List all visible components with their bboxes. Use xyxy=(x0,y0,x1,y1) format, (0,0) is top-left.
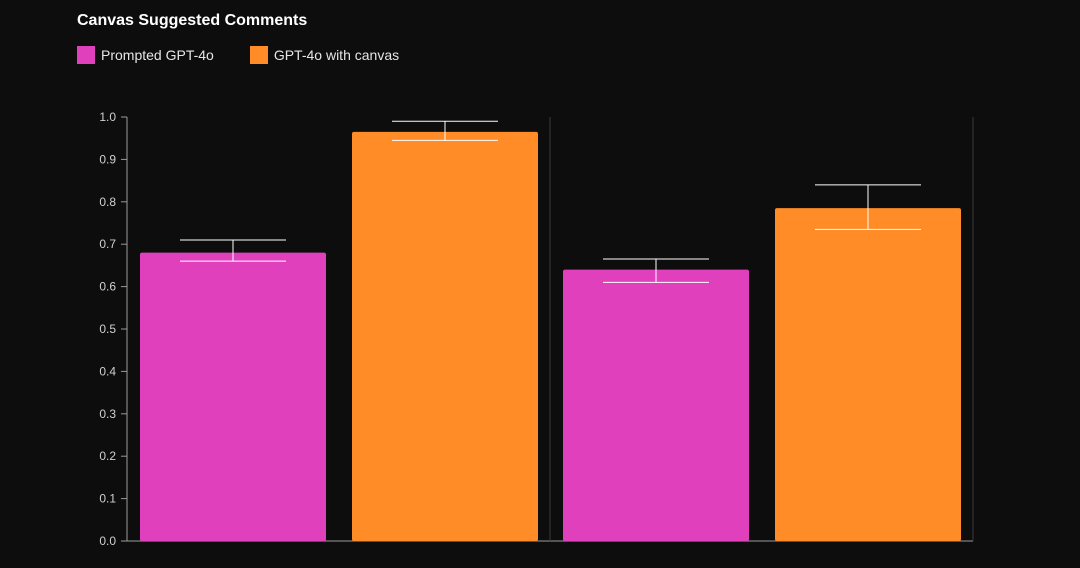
bar xyxy=(563,269,749,541)
y-tick-label: 0.1 xyxy=(99,492,116,506)
y-tick-label: 0.5 xyxy=(99,322,116,336)
bar xyxy=(140,252,326,541)
legend-item-canvas: GPT-4o with canvas xyxy=(249,46,400,64)
legend-item-prompted: Prompted GPT-4o xyxy=(77,46,214,64)
legend-swatch-canvas xyxy=(249,46,268,64)
bar xyxy=(775,208,961,541)
legend-swatch-prompted xyxy=(77,46,95,64)
y-tick-label: 0.4 xyxy=(99,364,116,378)
y-tick-label: 0.3 xyxy=(99,407,116,421)
legend: Prompted GPT-4o GPT-4o with canvas xyxy=(77,46,435,64)
y-tick-label: 0.2 xyxy=(99,449,116,463)
y-tick-label: 0.0 xyxy=(99,534,116,548)
legend-label-prompted: Prompted GPT-4o xyxy=(101,47,214,63)
y-tick-label: 0.7 xyxy=(99,237,116,251)
bar xyxy=(352,131,538,541)
y-tick-label: 0.8 xyxy=(99,195,116,209)
legend-label-canvas: GPT-4o with canvas xyxy=(273,47,400,63)
chart-title: Canvas Suggested Comments xyxy=(77,12,308,29)
y-tick-label: 1.0 xyxy=(99,110,116,124)
y-tick-label: 0.9 xyxy=(99,152,116,166)
y-tick-label: 0.6 xyxy=(99,280,116,294)
